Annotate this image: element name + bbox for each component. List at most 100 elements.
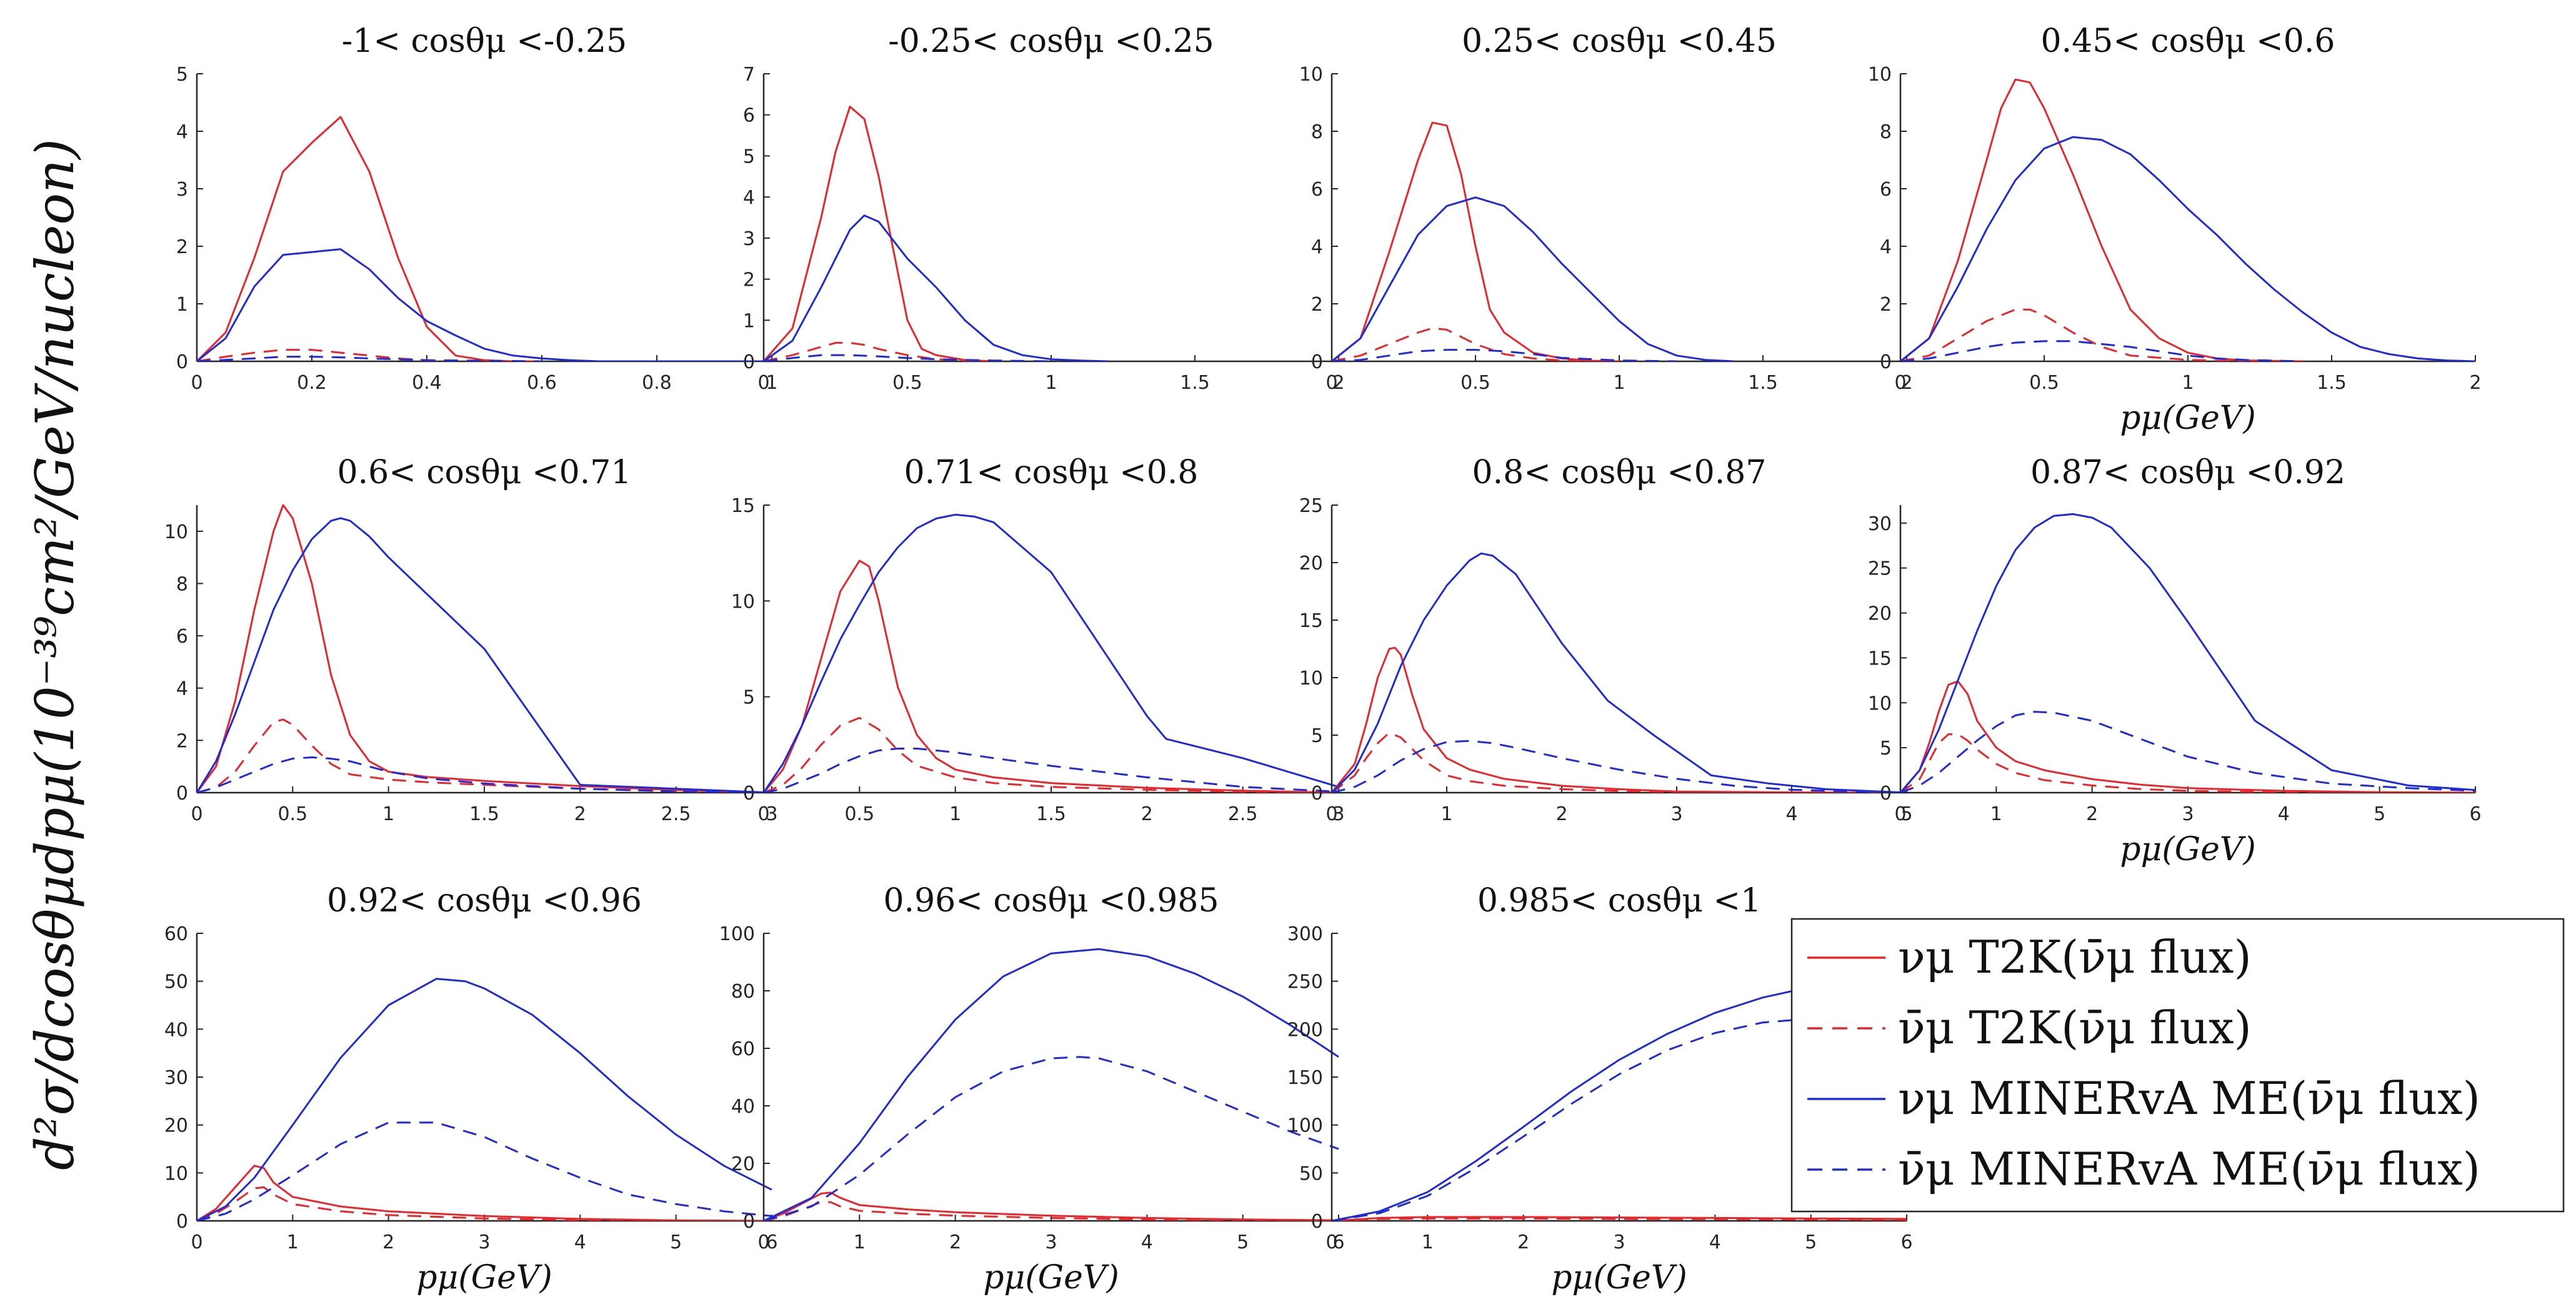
- series-line--minerva: [764, 748, 1339, 793]
- x-tick-label: 0: [191, 372, 202, 394]
- x-tick-label: 4: [1785, 803, 1797, 825]
- series-line--minerva: [1900, 136, 2476, 361]
- series-line--t2k: [764, 106, 994, 361]
- y-tick-label: 20: [731, 1153, 755, 1175]
- y-tick-label: 40: [164, 1019, 188, 1041]
- series-line--t2k: [764, 716, 1339, 793]
- x-tick-label: 1: [766, 372, 777, 394]
- y-tick-label: 0: [1880, 351, 1892, 373]
- x-tick-label: 0.2: [297, 372, 327, 394]
- subplot-title: 0.25< cosθμ <0.45: [1462, 23, 1777, 60]
- series-line--minerva: [197, 517, 772, 793]
- series-line--t2k: [1900, 308, 2246, 361]
- y-tick-label: 2: [743, 269, 755, 291]
- series-line--minerva: [197, 756, 772, 793]
- y-tick-label: 100: [1287, 1115, 1323, 1137]
- x-tick-label: 3: [2182, 803, 2194, 825]
- legend: νμ T2K(ν̄μ flux) ν̄μ T2K(ν̄μ flux) νμ MINE…: [1790, 918, 2565, 1213]
- x-tick-label: 1: [382, 803, 394, 825]
- y-tick-label: 2: [176, 236, 188, 258]
- x-tick-label: 1: [287, 1231, 299, 1253]
- x-tick-label: 6: [1900, 1231, 1912, 1253]
- x-tick-label: 5: [2374, 803, 2385, 825]
- x-tick-label: 4: [1709, 1231, 1721, 1253]
- series-line--minerva: [1900, 711, 2476, 793]
- series-line--t2k: [1900, 78, 2304, 361]
- subplot-title: -0.25< cosθμ <0.25: [888, 23, 1214, 60]
- x-tick-label: 4: [574, 1231, 586, 1253]
- x-tick-label: 0.5: [277, 803, 307, 825]
- x-tick-label: 0: [1325, 1231, 1337, 1253]
- series-line--minerva: [764, 948, 1339, 1221]
- series-line--t2k: [1332, 646, 1907, 793]
- series-line--t2k: [1900, 680, 2476, 793]
- series-line--t2k: [197, 504, 772, 793]
- y-tick-label: 3: [743, 228, 755, 250]
- y-tick-label: 10: [164, 521, 188, 543]
- x-tick-label: 5: [1805, 1231, 1817, 1253]
- y-tick-label: 3: [176, 179, 188, 201]
- y-tick-label: 50: [1299, 1163, 1323, 1185]
- x-tick-label: 5: [1237, 1231, 1249, 1253]
- y-tick-label: 5: [743, 687, 755, 709]
- subplot-title: 0.985< cosθμ <1: [1477, 882, 1761, 920]
- x-tick-label: 1: [1613, 372, 1625, 394]
- x-tick-label: 4: [2278, 803, 2290, 825]
- x-tick-label: 3: [1332, 803, 1344, 825]
- series-line--minerva: [764, 1056, 1339, 1221]
- x-tick-label: 0.5: [844, 803, 874, 825]
- x-tick-label: 1.5: [1748, 372, 1778, 394]
- x-tick-label: 1: [1440, 803, 1452, 825]
- x-tick-label: 3: [1670, 803, 1682, 825]
- subplot-9: 0.92< cosθμ <0.96 0 10 20 30 40 50 60 0 1 2 3 4 5 6 pμ(…: [164, 882, 778, 1296]
- y-tick-label: 250: [1287, 971, 1323, 993]
- subplot-6: 0.71< cosθμ <0.8 0 5 10 15 0 0.5 1 1.5 2 2.5 3: [731, 454, 1345, 825]
- x-tick-label: 6: [1332, 1231, 1344, 1253]
- subplot-title: -1< cosθμ <-0.25: [342, 23, 627, 60]
- y-tick-label: 10: [731, 591, 755, 613]
- y-tick-label: 25: [1299, 495, 1323, 517]
- series-line--minerva: [197, 356, 542, 361]
- x-tick-label: 1: [1422, 1231, 1434, 1253]
- y-tick-label: 2: [176, 730, 188, 752]
- x-tick-label: 2: [1517, 1231, 1529, 1253]
- y-tick-label: 15: [731, 495, 755, 517]
- series-line--t2k: [764, 1191, 1339, 1221]
- y-tick-label: 6: [743, 105, 755, 127]
- y-tick-label: 2: [1880, 294, 1892, 316]
- subplot-title: 0.87< cosθμ <0.92: [2030, 454, 2345, 491]
- subplot-title: 0.96< cosθμ <0.985: [883, 882, 1219, 920]
- x-tick-label: 6: [2469, 803, 2481, 825]
- y-tick-label: 8: [1311, 121, 1323, 143]
- x-tick-label: 2: [1141, 803, 1153, 825]
- x-tick-label: 2: [1555, 803, 1567, 825]
- y-tick-label: 30: [164, 1067, 188, 1089]
- y-tick-label: 150: [1287, 1067, 1323, 1089]
- x-tick-label: 1.5: [1036, 803, 1066, 825]
- series-line--t2k: [1332, 731, 1792, 793]
- y-tick-label: 0: [1311, 783, 1323, 805]
- x-tick-label: 3: [1613, 1231, 1625, 1253]
- y-tick-label: 6: [176, 626, 188, 648]
- x-tick-label: 2: [2469, 372, 2481, 394]
- x-tick-label: 0: [757, 1231, 769, 1253]
- x-tick-label: 2: [1900, 372, 1912, 394]
- x-tick-label: 2: [2086, 803, 2098, 825]
- y-tick-label: 200: [1287, 1019, 1323, 1041]
- y-tick-label: 10: [1299, 64, 1323, 86]
- x-tick-label: 1.5: [469, 803, 499, 825]
- y-tick-label: 40: [731, 1096, 755, 1118]
- y-tick-label: 0: [176, 1211, 188, 1233]
- x-tick-label: 0: [1894, 372, 1906, 394]
- legend-frame: [1790, 918, 2565, 1213]
- y-tick-label: 5: [743, 146, 755, 168]
- y-tick-label: 10: [164, 1163, 188, 1185]
- x-tick-label: 3: [478, 1231, 490, 1253]
- series-line--t2k: [1900, 733, 2380, 793]
- series-line--minerva: [1900, 340, 2304, 361]
